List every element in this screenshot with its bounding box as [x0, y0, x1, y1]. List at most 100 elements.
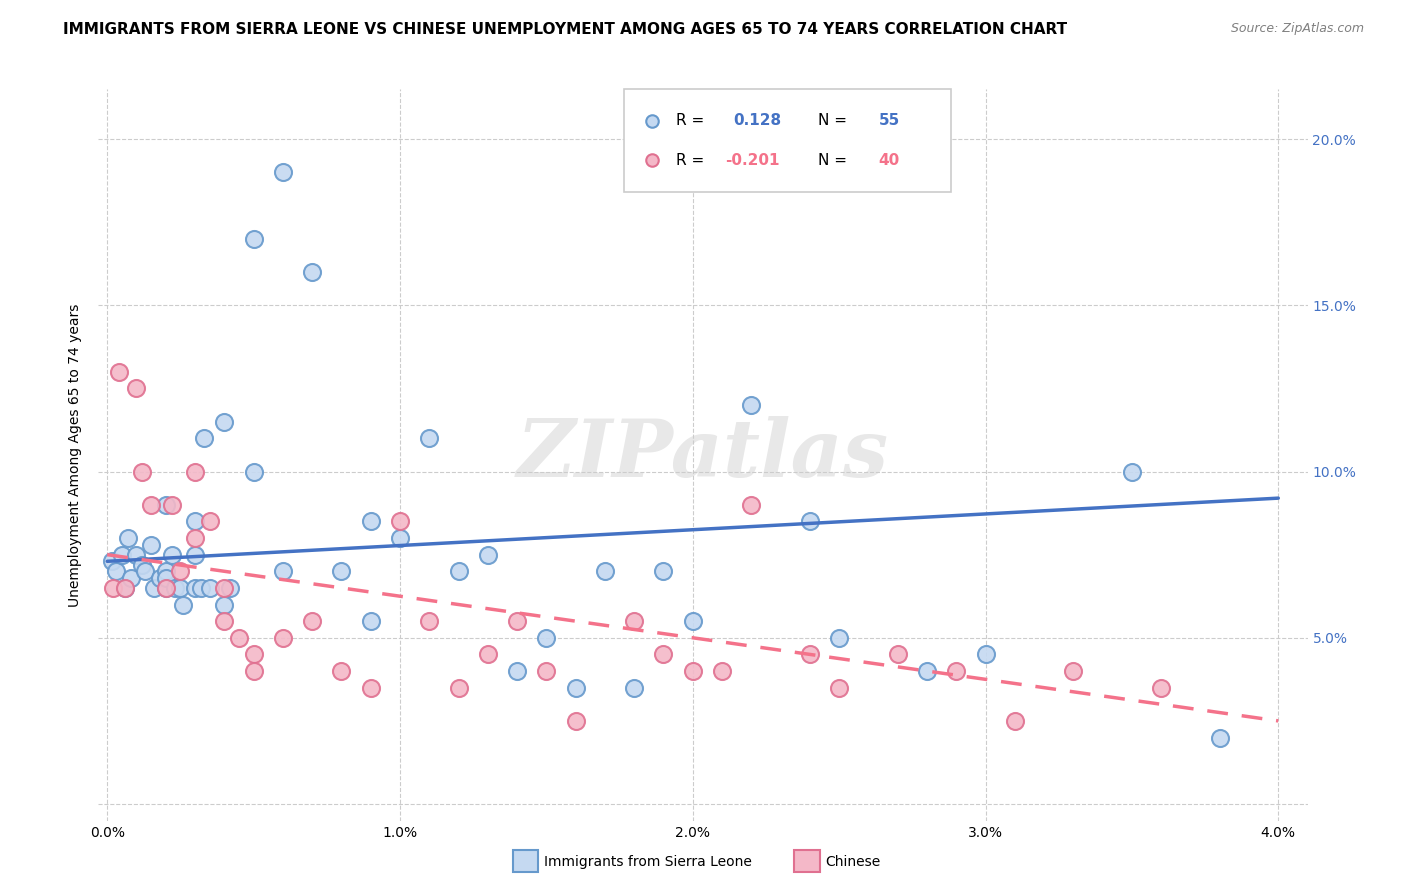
Point: [564, 714, 586, 728]
Point: [214, 598, 236, 612]
Text: Source: ZipAtlas.com: Source: ZipAtlas.com: [1230, 22, 1364, 36]
Point: [100, 554, 122, 568]
Text: 0.128: 0.128: [734, 113, 782, 128]
Point: [101, 581, 124, 595]
Point: [506, 664, 529, 678]
Point: [184, 465, 207, 479]
Text: N =: N =: [818, 113, 846, 128]
Point: [184, 581, 207, 595]
Point: [160, 498, 183, 512]
Point: [131, 558, 153, 572]
Point: [564, 681, 586, 695]
Point: [242, 232, 264, 246]
Point: [388, 515, 411, 529]
Point: [652, 648, 675, 662]
Text: 40: 40: [879, 153, 900, 168]
Point: [114, 581, 136, 595]
FancyBboxPatch shape: [624, 89, 950, 192]
Point: [131, 465, 153, 479]
Point: [886, 648, 908, 662]
Point: [506, 614, 529, 628]
Point: [1150, 681, 1173, 695]
Point: [172, 598, 194, 612]
Text: -0.201: -0.201: [724, 153, 779, 168]
Point: [169, 564, 191, 578]
Point: [593, 564, 616, 578]
Point: [160, 548, 183, 562]
Point: [477, 548, 499, 562]
Point: [447, 681, 470, 695]
Point: [139, 538, 162, 552]
Point: [155, 498, 177, 512]
Point: [193, 431, 215, 445]
Point: [155, 564, 177, 578]
Point: [198, 515, 221, 529]
Point: [228, 631, 250, 645]
Point: [623, 614, 645, 628]
Point: [184, 531, 207, 545]
Point: [271, 631, 294, 645]
Point: [418, 431, 440, 445]
Point: [799, 515, 821, 529]
Text: R =: R =: [676, 113, 704, 128]
Point: [271, 165, 294, 179]
Point: [623, 681, 645, 695]
Text: ZIPatlas: ZIPatlas: [517, 417, 889, 493]
Text: Chinese: Chinese: [825, 855, 880, 869]
Point: [214, 614, 236, 628]
Point: [799, 648, 821, 662]
Point: [915, 664, 938, 678]
Point: [1209, 731, 1232, 745]
Point: [134, 564, 156, 578]
Point: [219, 581, 242, 595]
Point: [1004, 714, 1026, 728]
Point: [828, 681, 851, 695]
Point: [536, 664, 558, 678]
Point: [117, 531, 139, 545]
Point: [301, 265, 323, 279]
Point: [214, 581, 236, 595]
Point: [108, 365, 131, 379]
Point: [242, 465, 264, 479]
Point: [271, 564, 294, 578]
Text: N =: N =: [818, 153, 846, 168]
Text: R =: R =: [676, 153, 704, 168]
Point: [114, 581, 136, 595]
Point: [360, 515, 382, 529]
Point: [155, 571, 177, 585]
Point: [360, 614, 382, 628]
Point: [214, 415, 236, 429]
Point: [163, 581, 186, 595]
Point: [711, 664, 734, 678]
Point: [477, 648, 499, 662]
Point: [139, 498, 162, 512]
Point: [143, 581, 166, 595]
Point: [536, 631, 558, 645]
Point: [125, 548, 148, 562]
Point: [682, 664, 704, 678]
Point: [111, 548, 134, 562]
Point: [652, 564, 675, 578]
Point: [120, 571, 142, 585]
Point: [198, 581, 221, 595]
Text: IMMIGRANTS FROM SIERRA LEONE VS CHINESE UNEMPLOYMENT AMONG AGES 65 TO 74 YEARS C: IMMIGRANTS FROM SIERRA LEONE VS CHINESE …: [63, 22, 1067, 37]
Point: [190, 581, 212, 595]
Point: [974, 648, 997, 662]
Point: [1062, 664, 1084, 678]
Text: 55: 55: [879, 113, 900, 128]
Point: [330, 664, 353, 678]
Point: [360, 681, 382, 695]
Point: [740, 498, 762, 512]
Point: [169, 581, 191, 595]
Point: [125, 381, 148, 395]
Y-axis label: Unemployment Among Ages 65 to 74 years: Unemployment Among Ages 65 to 74 years: [69, 303, 83, 607]
Point: [330, 564, 353, 578]
Point: [945, 664, 967, 678]
Point: [740, 398, 762, 412]
Point: [184, 548, 207, 562]
Point: [242, 664, 264, 678]
Point: [447, 564, 470, 578]
Point: [682, 614, 704, 628]
Point: [1121, 465, 1143, 479]
Point: [388, 531, 411, 545]
